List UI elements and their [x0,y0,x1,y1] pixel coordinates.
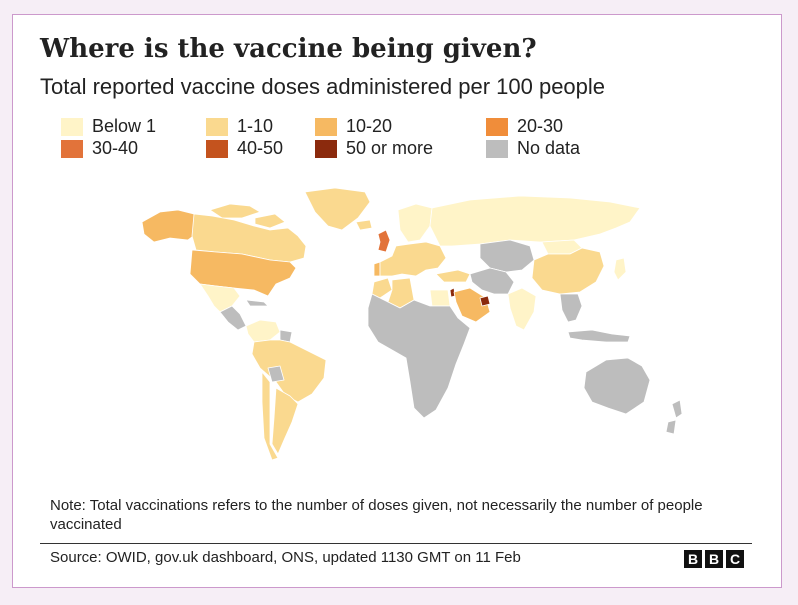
region-uae [479,295,491,307]
legend-swatch [486,140,508,158]
legend-label: 30-40 [92,138,139,158]
region-scandinavia [397,203,433,243]
legend-label: 40-50 [237,138,284,158]
legend-swatch [315,140,337,158]
region-indonesia [567,329,631,343]
legend-label: 50 or more [346,138,434,158]
region-central-asia [479,239,535,273]
bbc-logo-letter: B [684,550,702,568]
region-southeast-asia [559,293,583,323]
legend-swatch [61,118,83,136]
region-europe [379,241,447,277]
legend-label: Below 1 [92,116,157,136]
region-south-america-north [245,319,281,343]
region-alaska [141,209,197,243]
legend-label: 10-20 [346,116,393,136]
region-south-america [251,339,327,403]
region-iceland [355,219,373,231]
footer-divider [40,543,752,544]
legend-label: 20-30 [517,116,564,136]
region-arabia [453,287,491,323]
region-india [507,287,537,331]
legend-label: 1-10 [237,116,274,136]
legend-swatch [206,140,228,158]
legend-swatch [206,118,228,136]
region-uk [377,229,391,253]
region-portugal [373,261,381,277]
region-egypt [429,289,451,307]
region-new-zealand [665,399,683,435]
bbc-logo-letter: C [726,550,744,568]
region-chile [261,371,279,461]
legend-label: No data [517,138,581,158]
region-turkey [435,269,471,283]
region-russia [429,195,641,247]
chart-note: Note: Total vaccinations refers to the n… [50,497,703,533]
region-cuba [245,299,269,307]
region-africa [367,293,471,419]
chart-subtitle: Total reported vaccine doses administere… [40,74,606,99]
bbc-logo: B B C [684,550,746,568]
legend-swatch [315,118,337,136]
legend-swatch [486,118,508,136]
chart-source: Source: OWID, gov.uk dashboard, ONS, upd… [50,549,521,566]
region-argentina [271,387,299,455]
region-china [531,247,605,295]
legend-swatch [61,140,83,158]
region-australia [583,357,651,415]
bbc-logo-letter: B [705,550,723,568]
region-greenland [304,187,371,231]
world-map [141,187,683,461]
chart-title: Where is the vaccine being given? [40,34,537,64]
region-japan [613,257,627,281]
region-morocco [371,277,393,299]
legend: Below 1 1-10 10-20 20-30 30-40 40-50 50 … [61,116,621,162]
region-bolivia [267,365,285,383]
